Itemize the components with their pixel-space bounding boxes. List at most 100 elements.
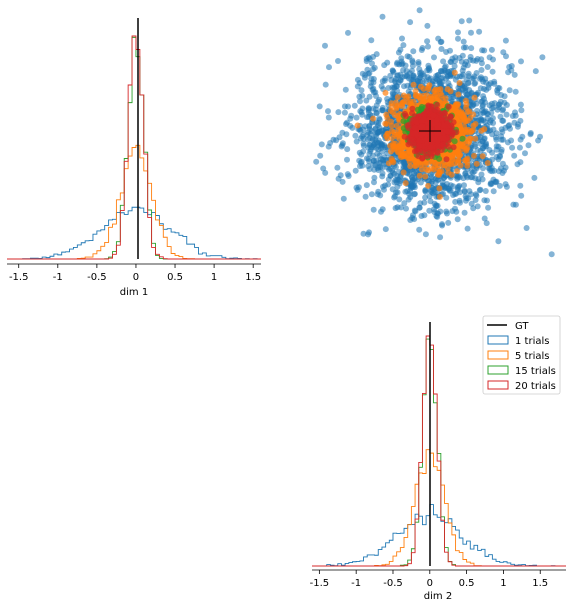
- scatter-point-1-trials: [517, 101, 524, 108]
- scatter-point-5-trials: [436, 185, 443, 192]
- scatter-point-1-trials: [402, 188, 409, 195]
- scatter-point-1-trials: [389, 68, 396, 74]
- scatter-point-1-trials: [396, 196, 403, 203]
- scatter-point-1-trials: [365, 231, 372, 238]
- scatter-point-1-trials: [352, 132, 359, 139]
- scatter-point-1-trials: [482, 141, 489, 148]
- scatter-point-5-trials: [463, 156, 470, 163]
- scatter-point-1-trials: [510, 201, 517, 208]
- scatter-point-1-trials: [490, 56, 496, 63]
- scatter-point-5-trials: [400, 169, 407, 176]
- scatter-point-1-trials: [498, 126, 505, 133]
- scatter-point-1-trials: [455, 29, 461, 36]
- scatter-point-5-trials: [471, 152, 477, 159]
- scatter-point-1-trials: [438, 68, 445, 75]
- scatter-point-5-trials: [393, 122, 400, 129]
- scatter-point-1-trials: [462, 193, 469, 200]
- scatter-point-5-trials: [466, 135, 473, 142]
- scatter-point-1-trials: [398, 58, 405, 65]
- scatter-point-5-trials: [470, 111, 477, 118]
- scatter-point-1-trials: [358, 151, 365, 158]
- scatter-point-1-trials: [468, 29, 474, 36]
- scatter-point-1-trials: [362, 193, 369, 200]
- scatter-point-1-trials: [490, 126, 497, 133]
- scatter-point-1-trials: [465, 73, 472, 80]
- scatter-point-5-trials: [413, 162, 420, 169]
- scatter-point-1-trials: [416, 7, 423, 14]
- scatter-points: [313, 7, 555, 258]
- x-tick-label: -1.5: [9, 272, 29, 283]
- scatter-point-1-trials: [431, 189, 438, 195]
- scatter-point-1-trials: [353, 184, 360, 191]
- scatter-point-5-trials: [382, 120, 389, 127]
- histogram-step-5-trials: [7, 144, 261, 260]
- scatter-point-5-trials: [416, 172, 423, 179]
- scatter-point-1-trials: [502, 37, 509, 44]
- scatter-point-1-trials: [469, 169, 476, 176]
- scatter-point-1-trials: [424, 22, 431, 29]
- scatter-point-1-trials: [334, 164, 341, 171]
- scatter-point-1-trials: [359, 70, 366, 77]
- scatter-point-1-trials: [440, 58, 447, 65]
- scatter-point-1-trials: [502, 181, 509, 188]
- scatter-point-1-trials: [432, 179, 439, 186]
- scatter-point-1-trials: [504, 139, 511, 146]
- scatter-point-5-trials: [406, 148, 413, 155]
- scatter-point-1-trials: [525, 142, 532, 149]
- scatter-point-1-trials: [343, 121, 349, 127]
- scatter-point-1-trials: [484, 64, 491, 70]
- scatter-point-1-trials: [517, 136, 524, 143]
- scatter-point-1-trials: [514, 161, 521, 168]
- scatter-point-1-trials: [487, 181, 494, 188]
- scatter-point-5-trials: [481, 126, 488, 133]
- scatter-point-5-trials: [434, 171, 441, 178]
- scatter-point-5-trials: [471, 94, 478, 101]
- scatter-point-1-trials: [345, 29, 351, 36]
- scatter-point-1-trials: [426, 178, 433, 185]
- scatter-point-1-trials: [472, 197, 479, 203]
- dim1-histogram-panel: -1.5 -1 -0.5 0 0.5 1 1.5 dim 1: [7, 18, 261, 298]
- scatter-point-5-trials: [473, 160, 480, 167]
- scatter-point-1-trials: [426, 207, 433, 214]
- scatter-point-1-trials: [448, 58, 455, 65]
- scatter-point-5-trials: [406, 158, 413, 165]
- scatter-point-5-trials: [484, 160, 491, 166]
- scatter-point-1-trials: [466, 188, 473, 195]
- scatter-point-5-trials: [464, 162, 471, 169]
- scatter-point-1-trials: [507, 125, 513, 132]
- scatter-point-1-trials: [425, 66, 432, 72]
- scatter-point-1-trials: [418, 69, 425, 76]
- scatter-point-1-trials: [476, 28, 483, 35]
- scatter-point-1-trials: [351, 102, 358, 109]
- scatter-point-1-trials: [493, 154, 500, 160]
- scatter-point-1-trials: [422, 187, 429, 194]
- scatter-point-1-trials: [482, 99, 488, 106]
- scatter-point-1-trials: [452, 205, 458, 212]
- scatter-point-1-trials: [489, 68, 496, 75]
- scatter-point-1-trials: [476, 75, 483, 82]
- dim1-histogram-steps: [7, 35, 261, 260]
- x-tick-label: 1.5: [245, 272, 261, 283]
- scatter-point-5-trials: [428, 93, 435, 100]
- scatter-point-1-trials: [496, 168, 502, 175]
- scatter-point-5-trials: [370, 115, 377, 122]
- scatter-point-1-trials: [527, 130, 534, 136]
- scatter-point-1-trials: [437, 39, 444, 46]
- scatter-point-1-trials: [415, 61, 422, 67]
- scatter-point-1-trials: [325, 108, 331, 115]
- scatter-point-5-trials: [412, 92, 419, 99]
- scatter-point-1-trials: [470, 102, 477, 109]
- scatter-point-1-trials: [371, 179, 377, 186]
- scatter-point-5-trials: [382, 89, 389, 96]
- scatter-point-5-trials: [388, 103, 395, 110]
- scatter-point-1-trials: [365, 129, 372, 136]
- scatter-point-1-trials: [395, 49, 402, 56]
- scatter-point-1-trials: [462, 170, 469, 176]
- scatter-point-1-trials: [363, 97, 370, 104]
- scatter-point-1-trials: [472, 143, 479, 150]
- scatter-point-5-trials: [464, 109, 471, 116]
- scatter-point-1-trials: [518, 192, 525, 199]
- scatter-point-1-trials: [470, 205, 477, 212]
- scatter-point-1-trials: [339, 140, 346, 147]
